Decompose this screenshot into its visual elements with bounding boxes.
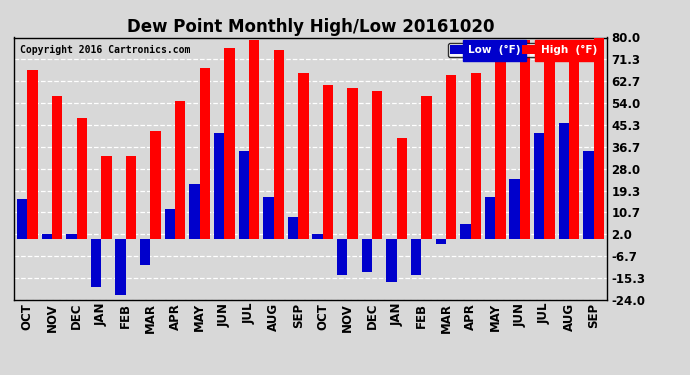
Bar xyxy=(214,134,224,239)
Bar xyxy=(101,156,112,239)
Bar xyxy=(41,234,52,239)
Bar xyxy=(224,48,235,239)
Bar xyxy=(583,151,593,239)
Bar xyxy=(239,151,249,239)
Bar xyxy=(91,239,101,287)
Bar xyxy=(115,239,126,295)
Bar xyxy=(362,239,372,272)
Bar xyxy=(175,100,186,239)
Bar xyxy=(372,90,382,239)
Bar xyxy=(150,131,161,239)
Bar xyxy=(313,234,323,239)
Bar xyxy=(249,40,259,239)
Bar xyxy=(165,209,175,239)
Bar xyxy=(544,42,555,239)
Bar xyxy=(66,234,77,239)
Bar xyxy=(435,239,446,244)
Bar xyxy=(471,73,481,239)
Bar xyxy=(273,50,284,239)
Text: Copyright 2016 Cartronics.com: Copyright 2016 Cartronics.com xyxy=(20,45,190,56)
Bar xyxy=(263,196,273,239)
Bar xyxy=(569,45,580,239)
Bar xyxy=(422,96,432,239)
Bar xyxy=(28,70,38,239)
Bar xyxy=(509,179,520,239)
Bar xyxy=(593,38,604,239)
Bar xyxy=(485,196,495,239)
Bar xyxy=(77,118,87,239)
Bar xyxy=(495,40,506,239)
Bar xyxy=(460,224,471,239)
Bar xyxy=(386,239,397,282)
Bar xyxy=(534,134,544,239)
Bar xyxy=(411,239,422,275)
Bar xyxy=(337,239,348,275)
Bar xyxy=(559,123,569,239)
Legend: Low  (°F), High  (°F): Low (°F), High (°F) xyxy=(448,43,599,57)
Bar xyxy=(17,199,28,239)
Bar xyxy=(199,68,210,239)
Bar xyxy=(323,86,333,239)
Bar xyxy=(126,156,136,239)
Bar xyxy=(189,184,199,239)
Bar xyxy=(520,40,530,239)
Bar xyxy=(52,96,62,239)
Bar xyxy=(298,73,308,239)
Bar xyxy=(397,138,407,239)
Bar xyxy=(348,88,358,239)
Bar xyxy=(140,239,150,265)
Title: Dew Point Monthly High/Low 20161020: Dew Point Monthly High/Low 20161020 xyxy=(127,18,494,36)
Bar xyxy=(288,217,298,239)
Bar xyxy=(446,75,456,239)
